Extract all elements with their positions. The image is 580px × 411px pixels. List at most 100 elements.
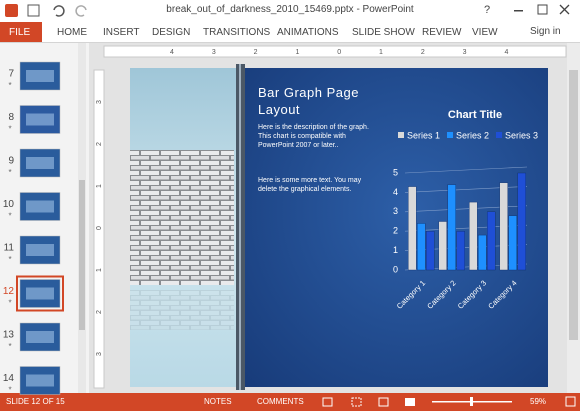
thumbnail-content [26, 70, 54, 82]
ribbon-tab[interactable]: REVIEW [422, 27, 462, 38]
legend-swatch [398, 132, 404, 138]
ruler-label: 3 [96, 100, 103, 104]
slide-sorter[interactable] [351, 397, 362, 407]
slide-title[interactable]: Bar Graph Page Layout [258, 85, 359, 117]
ruler-label: 1 [295, 49, 299, 56]
bar [456, 230, 465, 271]
slide-number: 12 [3, 286, 15, 297]
pillar-highlight [239, 64, 241, 390]
transition-star: * [8, 81, 11, 90]
bar [478, 234, 487, 271]
ruler-label: 2 [254, 49, 258, 56]
slide-number: 7 [8, 69, 14, 80]
title-bar [0, 0, 580, 22]
editor-scroll-thumb[interactable] [569, 70, 578, 340]
ribbon-tab[interactable]: ANIMATIONS [277, 27, 339, 38]
bar [517, 172, 526, 271]
bar [487, 211, 496, 271]
ruler-label: 4 [504, 49, 508, 56]
ribbon-tab[interactable]: HOME [57, 27, 87, 38]
slide-panel [244, 68, 548, 387]
transition-star: * [8, 168, 11, 177]
minimize-button[interactable] [514, 10, 523, 12]
horizontal-ruler [103, 45, 567, 58]
thumbnail-content [26, 113, 54, 126]
comments-button[interactable]: COMMENTS [257, 397, 304, 406]
help-button[interactable]: ? [484, 4, 491, 16]
normal-view[interactable] [322, 397, 333, 407]
ruler-label: 3 [212, 49, 216, 56]
slide-number: 13 [3, 330, 15, 341]
ruler-label: 1 [96, 268, 103, 272]
slide-number: 9 [8, 156, 14, 167]
bar [438, 221, 447, 271]
thumbnail-content [26, 331, 54, 343]
vertical-ruler [93, 69, 105, 389]
ribbon-tab[interactable]: DESIGN [152, 27, 191, 38]
sign-in[interactable]: Sign in [530, 26, 561, 37]
redo-icon[interactable] [75, 5, 87, 17]
brick-wall [130, 150, 234, 285]
ribbon-tab[interactable]: VIEW [472, 27, 498, 38]
ribbon-tab[interactable]: FILE [9, 27, 31, 38]
maximize-button[interactable] [537, 4, 548, 15]
ruler-label: 2 [96, 142, 103, 146]
transition-star: * [8, 386, 11, 395]
ribbon-tab[interactable]: TRANSITIONS [203, 27, 271, 38]
zoom-thumb[interactable] [470, 397, 473, 406]
ribbon-tab[interactable]: INSERT [103, 27, 140, 38]
transition-star: * [8, 125, 11, 134]
bar [499, 182, 508, 271]
spacer [499, 5, 513, 17]
ribbon-tab[interactable]: SLIDE SHOW [352, 27, 415, 38]
window-title: break_out_of_darkness_2010_15469.pptx - … [166, 4, 414, 15]
ruler-label: 1 [96, 184, 103, 188]
ruler-label: 4 [170, 49, 174, 56]
ruler-label: 2 [421, 49, 425, 56]
fit-slide[interactable] [565, 396, 576, 407]
bar [426, 230, 435, 271]
ribbon-border [0, 42, 580, 43]
y-tick-label: 4 [393, 187, 398, 197]
thumbnail-content [26, 374, 54, 387]
chart-title[interactable]: Chart Title [448, 109, 502, 121]
legend-label: Series 3 [505, 130, 538, 140]
y-tick-label: 3 [393, 206, 398, 216]
bar [469, 201, 478, 271]
ribbon [0, 22, 580, 42]
slide-number: 11 [4, 243, 15, 254]
transition-star: * [8, 255, 11, 264]
bar [508, 215, 517, 271]
bar [417, 223, 426, 271]
legend-swatch [496, 132, 502, 138]
bar [408, 186, 417, 271]
zoom-level[interactable]: 59% [530, 397, 547, 406]
ruler-label: 0 [337, 49, 341, 56]
bar [447, 184, 456, 271]
notes-button[interactable]: NOTES [204, 397, 232, 406]
grid-line [404, 166, 528, 174]
slide-text[interactable]: Here is some more text. You may delete t… [258, 177, 362, 193]
thumbnail-content [26, 157, 54, 169]
slide-text[interactable]: Here is the description of the graph. Th… [258, 124, 369, 149]
wall-reflection [130, 290, 234, 330]
file-tab-bg[interactable] [0, 22, 42, 42]
save-icon[interactable] [27, 4, 40, 17]
undo-icon[interactable] [53, 5, 65, 17]
close-button[interactable] [559, 4, 570, 15]
slideshow-view[interactable] [405, 398, 415, 406]
ruler-label: 1 [379, 49, 383, 56]
thumbnail-content [26, 287, 54, 300]
app-icon [5, 4, 18, 17]
transition-star: * [8, 299, 11, 308]
transition-star: * [8, 342, 11, 351]
status-bar [0, 393, 580, 411]
slide-counter: SLIDE 12 OF 15 [6, 397, 65, 406]
y-tick-label: 5 [393, 167, 398, 177]
reading-view[interactable] [378, 397, 389, 407]
scroll-thumb[interactable] [79, 180, 85, 330]
legend-label: Series 1 [407, 130, 440, 140]
legend-label: Series 2 [456, 130, 489, 140]
